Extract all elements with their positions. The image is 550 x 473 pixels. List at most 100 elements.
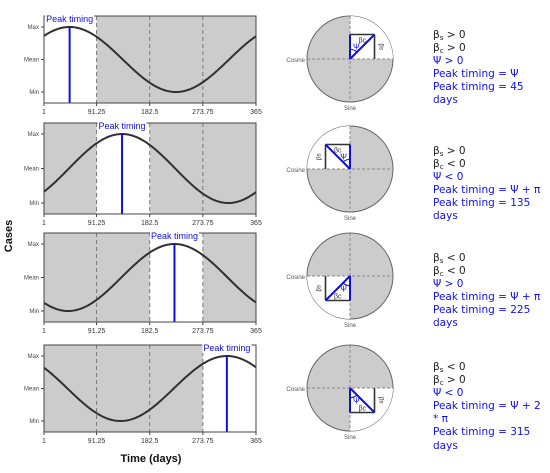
x-tick-label: 182.5 xyxy=(141,109,159,116)
beta-c-condition: βc < 0 xyxy=(433,158,466,172)
peak-timing-label: Peak timing xyxy=(99,121,146,131)
seasonal-curve xyxy=(43,242,257,313)
peak-quarter-band xyxy=(202,345,256,432)
peak-timing-label: Peak timing xyxy=(46,14,93,24)
peak-quarter-band xyxy=(96,123,150,214)
y-tick-label: Mean xyxy=(24,167,39,173)
psi-arc xyxy=(342,158,351,163)
beta-s-condition: βs < 0 xyxy=(433,361,466,374)
panels: Peak timing Max Mean Min 1 91.25 182.5 273.75 36… xyxy=(24,14,394,445)
beta-s-label: βs xyxy=(378,397,384,403)
psi-condition: Ψ > 0 xyxy=(433,278,464,291)
x-tick-label: 1 xyxy=(42,438,46,445)
y-tick-label: Min xyxy=(29,419,39,425)
y-axis-title: Cases xyxy=(3,220,15,252)
x-axis-title: Time (days) xyxy=(121,453,182,465)
beta-s-condition: βs > 0 xyxy=(433,145,466,158)
unit-circle-4: Ψβc βs Cosine Sine xyxy=(286,344,394,441)
peak-result: Peak timing = 45 days xyxy=(433,81,524,107)
beta-c-label: βc xyxy=(358,37,366,44)
peak-label-background xyxy=(97,121,147,131)
peak-formula: Peak timing = Ψ + 2 * π xyxy=(433,400,541,426)
info-panel-2: βs > 0 βc < 0 Ψ < 0 Peak timing = Ψ + π … xyxy=(433,145,548,224)
info-panel-1: βs > 0 βc > 0 Ψ > 0 Peak timing = Ψ Peak… xyxy=(433,29,548,108)
y-tick-label: Min xyxy=(29,201,39,207)
peak-formula: Peak timing = Ψ + π xyxy=(433,291,541,304)
x-tick-label: 1 xyxy=(42,109,46,116)
beta-c-condition: βc > 0 xyxy=(433,42,466,56)
y-tick-label: Min xyxy=(29,309,39,315)
phase-vector xyxy=(324,275,351,302)
beta-s-label: βs xyxy=(378,44,384,50)
psi-label: Ψ xyxy=(340,152,347,161)
seasonal-curve xyxy=(43,25,257,94)
sine-label: Sine xyxy=(344,323,357,329)
peak-quarter-band xyxy=(149,233,203,322)
beta-c-condition: βc < 0 xyxy=(433,265,466,279)
psi-arc xyxy=(349,394,358,399)
x-tick-label: 182.5 xyxy=(141,220,159,227)
y-tick-label: Max xyxy=(28,354,39,360)
peak-formula: Peak timing = Ψ xyxy=(433,68,519,81)
time-panel-2: Peak timing Max Mean Min 1 91.25 182.5 273.75 36… xyxy=(24,121,262,227)
x-tick-label: 273.75 xyxy=(192,109,214,116)
x-tick-label: 182.5 xyxy=(141,438,159,445)
peak-result: Peak timing = 135 days xyxy=(433,197,531,223)
x-tick-label: 1 xyxy=(42,328,46,335)
info-panel-3: βs < 0 βc < 0 Ψ > 0 Peak timing = Ψ + π … xyxy=(433,252,548,331)
y-tick-label: Mean xyxy=(24,276,39,282)
peak-label-background xyxy=(202,343,252,353)
y-tick-label: Min xyxy=(29,90,39,96)
seasonal-curve xyxy=(43,133,257,205)
seasonal-curve xyxy=(43,354,257,422)
sine-label: Sine xyxy=(344,216,357,222)
beta-c-label: βc xyxy=(334,147,342,154)
x-tick-label: 91.25 xyxy=(88,438,106,445)
cosine-label: Cosine xyxy=(286,168,305,174)
time-panel-1: Peak timing Max Mean Min 1 91.25 182.5 273.75 36… xyxy=(24,14,262,116)
psi-condition: Ψ < 0 xyxy=(433,387,464,400)
peak-label-background xyxy=(149,231,199,241)
info-panel-4: βs < 0 βc > 0 Ψ < 0 Peak timing = Ψ + 2 … xyxy=(433,361,548,453)
y-tick-label: Mean xyxy=(24,387,39,393)
beta-s-label: βs xyxy=(316,154,322,160)
y-tick-label: Max xyxy=(28,25,39,31)
beta-c-condition: βc > 0 xyxy=(433,374,466,388)
y-tick-label: Mean xyxy=(24,58,39,64)
psi-label: Ψ xyxy=(353,42,360,51)
beta-s-condition: βs < 0 xyxy=(433,252,466,265)
x-tick-label: 1 xyxy=(42,220,46,227)
x-tick-label: 91.25 xyxy=(88,328,106,335)
x-tick-label: 182.5 xyxy=(141,328,159,335)
beta-s-condition: βs > 0 xyxy=(433,29,466,42)
time-panel-4: Peak timing Max Mean Min 1 91.25 182.5 273.75 36… xyxy=(24,343,262,445)
psi-label: Ψ xyxy=(340,285,347,294)
beta-c-label: βc xyxy=(334,294,342,301)
x-tick-label: 91.25 xyxy=(88,109,106,116)
y-tick-label: Max xyxy=(28,132,39,138)
x-tick-label: 365 xyxy=(250,438,262,445)
psi-condition: Ψ < 0 xyxy=(433,171,464,184)
x-tick-label: 365 xyxy=(250,109,262,116)
peak-result: Peak timing = 315 days xyxy=(433,426,531,452)
y-tick-label: Max xyxy=(28,242,39,248)
phase-vector xyxy=(349,387,376,414)
peak-timing-label: Peak timing xyxy=(203,343,250,353)
x-tick-label: 365 xyxy=(250,328,262,335)
peak-timing-label: Peak timing xyxy=(151,231,198,241)
beta-c-label: βc xyxy=(358,406,366,413)
sine-label: Sine xyxy=(344,435,357,441)
peak-result: Peak timing = 225 days xyxy=(433,304,531,330)
phase-vector xyxy=(324,143,351,170)
phase-vector xyxy=(349,33,376,60)
psi-arc xyxy=(349,48,358,53)
cosine-label: Cosine xyxy=(286,58,305,64)
x-tick-label: 365 xyxy=(250,220,262,227)
psi-condition: Ψ > 0 xyxy=(433,55,464,68)
x-tick-label: 91.25 xyxy=(88,220,106,227)
cosine-label: Cosine xyxy=(286,387,305,393)
cosine-label: Cosine xyxy=(286,275,305,281)
x-tick-label: 273.75 xyxy=(192,220,214,227)
peak-label-background xyxy=(45,14,95,24)
